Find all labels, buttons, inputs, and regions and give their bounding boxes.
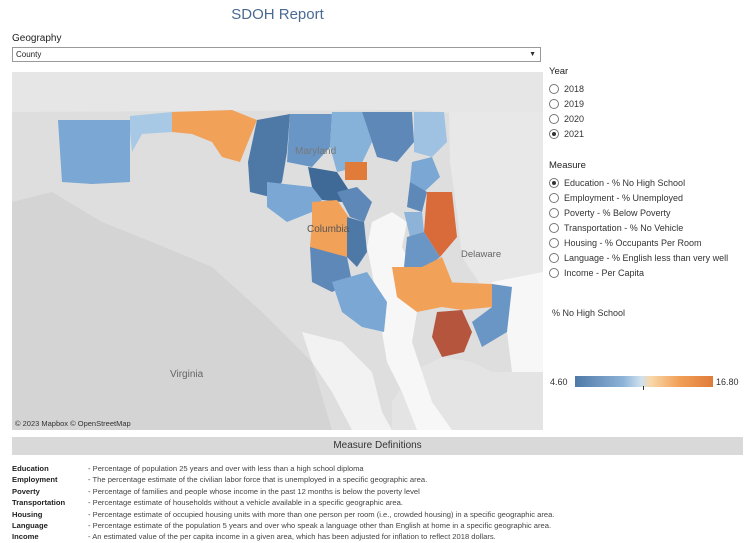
radio-icon[interactable] (549, 207, 559, 218)
county-queen-annes[interactable] (407, 182, 427, 212)
legend-min: 4.60 (550, 377, 568, 387)
year-option-2018[interactable]: 2018 (549, 81, 584, 96)
map-attribution[interactable]: © 2023 Mapbox © OpenStreetMap (15, 419, 131, 428)
legend-title: % No High School (552, 308, 626, 318)
county-somerset[interactable] (432, 310, 472, 357)
legend-midpoint-tick (643, 386, 644, 390)
radio-selected-icon[interactable] (549, 177, 559, 188)
radio-selected-icon[interactable] (549, 128, 559, 139)
county-anne-arundel[interactable] (337, 187, 372, 222)
county-st-marys[interactable] (332, 272, 387, 332)
county-talbot[interactable] (404, 212, 424, 237)
geography-select[interactable]: County ▼ (12, 47, 541, 62)
definition-income: Income - An estimated value of the per ca… (12, 532, 496, 542)
radio-icon[interactable] (549, 192, 559, 203)
measure-option-poverty[interactable]: Poverty - % Below Poverty (549, 205, 728, 220)
county-garrett[interactable] (58, 120, 130, 184)
virginia-area (12, 192, 332, 430)
county-dorchester[interactable] (392, 257, 452, 312)
radio-icon[interactable] (549, 237, 559, 248)
geography-selected-value: County (16, 50, 42, 59)
county-cecil[interactable] (414, 112, 447, 157)
label-columbia: Columbia (307, 224, 350, 235)
radio-icon[interactable] (549, 252, 559, 263)
chesapeake-bay (367, 212, 452, 430)
county-montgomery[interactable] (267, 182, 322, 222)
definition-language: Language - Percentage estimate of the pop… (12, 520, 552, 530)
county-wicomico[interactable] (442, 282, 492, 310)
definition-housing: Housing - Percentage estimate of occupied… (12, 509, 555, 519)
county-kent[interactable] (410, 157, 440, 192)
radio-icon[interactable] (549, 222, 559, 233)
label-delaware: Delaware (461, 249, 501, 260)
radio-icon[interactable] (549, 113, 559, 124)
county-frederick[interactable] (248, 114, 290, 197)
county-caroline[interactable] (424, 192, 457, 257)
delaware-area (449, 112, 543, 302)
label-virginia: Virginia (170, 369, 204, 380)
year-option-2020[interactable]: 2020 (549, 111, 584, 126)
radio-icon[interactable] (549, 83, 559, 94)
report-title: SDOH Report (231, 6, 324, 23)
county-carroll[interactable] (287, 114, 332, 167)
year-label: Year (549, 66, 569, 77)
definition-transportation: Transportation - Percentage estimate of h… (12, 498, 403, 508)
radio-icon[interactable] (549, 98, 559, 109)
pennsylvania-area (12, 72, 543, 117)
county-dorchester-north[interactable] (404, 232, 440, 272)
measure-definitions-list: Education - Percentage of population 25 y… (12, 463, 747, 543)
year-option-2021[interactable]: 2021 (549, 126, 584, 141)
legend-color-ramp (575, 376, 713, 387)
measure-filter: Measure Education - % No High School Emp… (549, 160, 728, 280)
county-calvert[interactable] (347, 217, 367, 267)
county-worcester[interactable] (472, 284, 512, 347)
chevron-down-icon[interactable]: ▼ (529, 51, 536, 58)
measure-option-education[interactable]: Education - % No High School (549, 175, 728, 190)
county-washington[interactable] (172, 110, 257, 162)
measure-option-transportation[interactable]: Transportation - % No Vehicle (549, 220, 728, 235)
radio-icon[interactable] (549, 267, 559, 278)
measure-definitions-header: Measure Definitions (12, 437, 743, 455)
definition-poverty: Poverty - Percentage of families and peop… (12, 486, 420, 496)
year-filter: Year 2018 2019 2020 2021 (549, 66, 584, 141)
measure-option-housing[interactable]: Housing - % Occupants Per Room (549, 235, 728, 250)
county-allegany[interactable] (130, 112, 172, 152)
sdoh-map[interactable]: Maryland Columbia Delaware Virginia © 20… (12, 72, 543, 430)
potomac-river (302, 332, 392, 430)
county-baltimore-city[interactable] (345, 162, 367, 180)
measure-option-income[interactable]: Income - Per Capita (549, 265, 728, 280)
measure-label: Measure (549, 160, 586, 171)
year-option-2019[interactable]: 2019 (549, 96, 584, 111)
definition-education: Education - Percentage of population 25 y… (12, 464, 364, 473)
measure-option-language[interactable]: Language - % English less than very well (549, 250, 728, 265)
legend-max: 16.80 (716, 377, 739, 387)
county-harford[interactable] (362, 112, 414, 162)
geography-label: Geography (12, 33, 62, 44)
county-prince-georges[interactable] (310, 200, 352, 262)
county-baltimore[interactable] (330, 112, 372, 172)
map-canvas[interactable]: Maryland Columbia Delaware Virginia (12, 72, 543, 430)
label-maryland: Maryland (295, 146, 336, 157)
definition-employment: Employment - The percentage estimate of t… (12, 475, 428, 485)
measure-option-employment[interactable]: Employment - % Unemployed (549, 190, 728, 205)
